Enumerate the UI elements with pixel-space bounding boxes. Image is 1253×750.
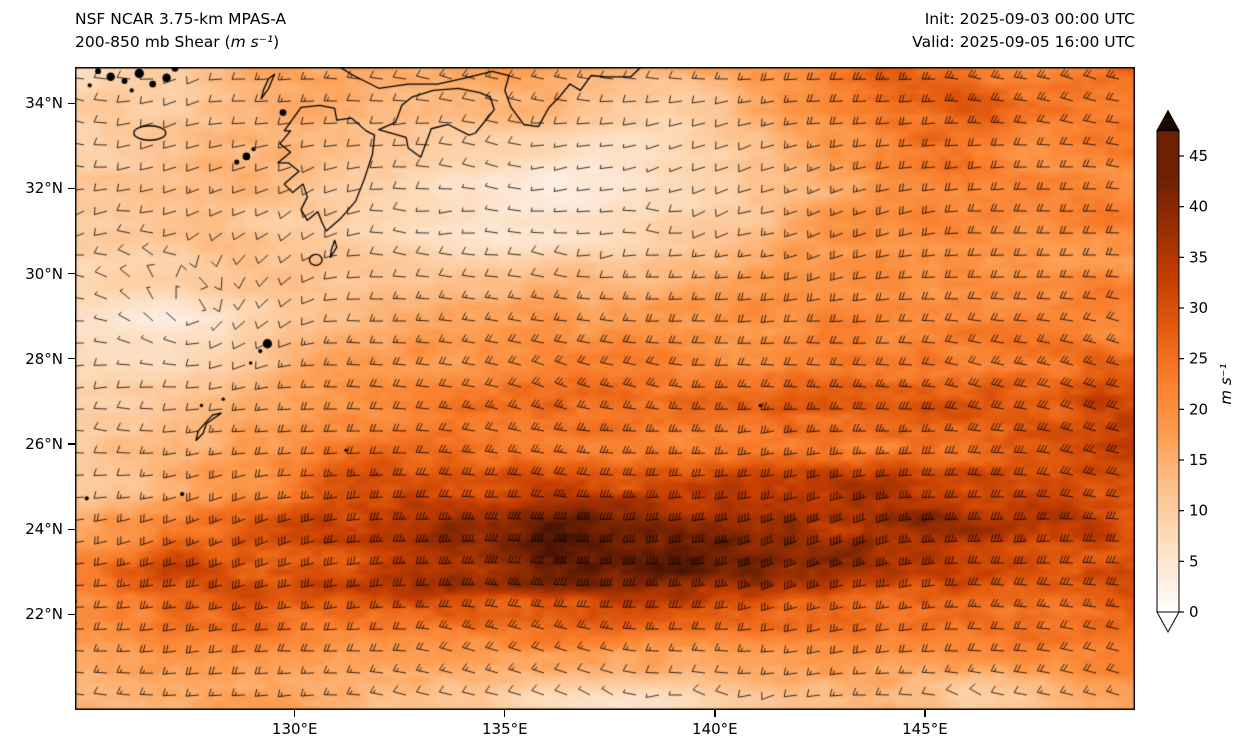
x-tick xyxy=(714,710,716,717)
x-tick xyxy=(504,710,506,717)
y-tick-label: 26°N xyxy=(25,434,63,453)
field-subtitle: 200-850 mb Shear (m s⁻¹) xyxy=(75,31,286,54)
y-tick xyxy=(68,613,75,615)
y-tick xyxy=(68,443,75,445)
shear-map xyxy=(75,67,1135,710)
y-tick-label: 30°N xyxy=(25,264,63,283)
figure-title-block: NSF NCAR 3.75-km MPAS-A 200-850 mb Shear… xyxy=(75,8,286,54)
y-tick-label: 32°N xyxy=(25,179,63,198)
colorbar-tick-label: 5 xyxy=(1189,552,1199,570)
colorbar-extend-min-arrow xyxy=(1156,611,1180,634)
y-tick-label: 24°N xyxy=(25,520,63,539)
y-tick xyxy=(68,102,75,104)
subtitle-unit: m s⁻¹ xyxy=(230,33,274,51)
x-tick-label: 130°E xyxy=(271,720,318,738)
valid-time: Valid: 2025-09-05 16:00 UTC xyxy=(912,33,1135,51)
subtitle-suffix: ) xyxy=(273,33,280,51)
x-tick xyxy=(294,710,296,717)
colorbar: 0 5 10 15 20 25 30 35 40 45 m s⁻¹ xyxy=(1156,109,1235,634)
y-tick xyxy=(68,273,75,275)
colorbar-extend-max-arrow xyxy=(1156,109,1180,132)
model-title: NSF NCAR 3.75-km MPAS-A xyxy=(75,10,287,28)
init-time: Init: 2025-09-03 00:00 UTC xyxy=(924,10,1135,28)
subtitle-prefix: 200-850 mb Shear ( xyxy=(75,33,231,51)
colorbar-tick-label: 45 xyxy=(1189,147,1208,165)
timestamp-block: Init: 2025-09-03 00:00 UTC Valid: 2025-0… xyxy=(912,8,1135,54)
x-tick-label: 140°E xyxy=(692,720,738,738)
colorbar-tick-label: 25 xyxy=(1189,350,1208,368)
y-tick xyxy=(68,187,75,190)
colorbar-tick-label: 30 xyxy=(1189,299,1208,317)
x-tick-label: 145°E xyxy=(902,720,948,738)
y-tick-label: 28°N xyxy=(25,349,63,368)
colorbar-tick-label: 20 xyxy=(1189,400,1208,418)
colorbar-tick-label: 0 xyxy=(1189,603,1199,621)
y-tick-label: 22°N xyxy=(25,605,63,624)
colorbar-unit-label: m s⁻¹ xyxy=(1217,363,1235,404)
colorbar-tick-label: 40 xyxy=(1189,198,1208,216)
colorbar-gradient xyxy=(1156,130,1180,613)
colorbar-tick-label: 35 xyxy=(1189,248,1208,266)
x-tick-label: 135°E xyxy=(481,720,528,738)
y-tick xyxy=(68,358,75,360)
colorbar-tick-label: 15 xyxy=(1189,451,1208,469)
y-tick xyxy=(68,528,75,530)
y-tick-label: 34°N xyxy=(25,94,63,113)
colorbar-tick-label: 10 xyxy=(1189,502,1208,520)
x-tick xyxy=(924,710,926,717)
